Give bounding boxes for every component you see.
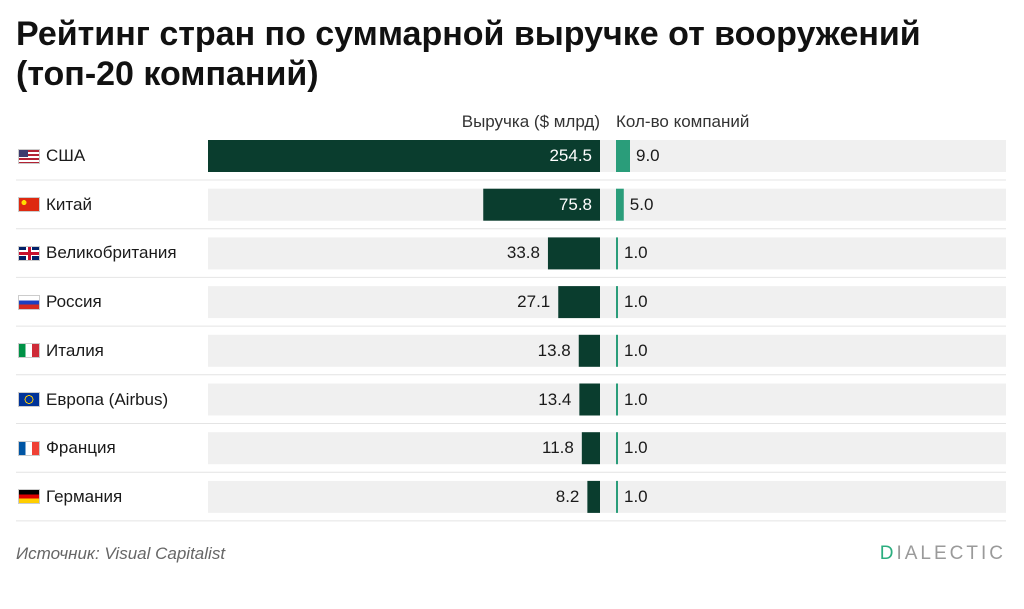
revenue-bar xyxy=(547,237,600,270)
revenue-bar xyxy=(558,286,600,319)
country-name: Италия xyxy=(46,340,104,360)
brand-initial: D xyxy=(879,543,897,564)
revenue-value-label: 13.4 xyxy=(538,389,572,409)
revenue-value-label: 33.8 xyxy=(506,243,540,263)
revenue-bar xyxy=(581,432,600,465)
country-name: Великобритания xyxy=(46,243,177,263)
revenue-value-label: 11.8 xyxy=(542,438,574,458)
source-note: Источник: Visual Capitalist xyxy=(16,544,226,563)
flag-us-icon xyxy=(18,148,40,164)
flag-it-icon xyxy=(18,343,40,359)
flag-eu-icon xyxy=(18,392,40,407)
country-name: Германия xyxy=(46,486,123,506)
revenue-value-label: 75.8 xyxy=(558,194,592,214)
country-label: Великобритания xyxy=(18,237,177,269)
count-bar xyxy=(616,237,618,270)
revenue-bar xyxy=(578,334,600,367)
flag-fr-icon xyxy=(18,440,40,456)
count-bar xyxy=(616,286,618,319)
country-name: Франция xyxy=(46,438,116,458)
brand-logo: DIALECTIC xyxy=(880,543,1006,565)
country-label: Франция xyxy=(18,432,116,464)
count-value-label: 1.0 xyxy=(624,292,648,312)
revenue-bar xyxy=(579,383,600,416)
count-value-label: 1.0 xyxy=(624,438,648,458)
chart-title: Рейтинг стран по суммарной выручке от во… xyxy=(16,15,921,93)
country-name: Россия xyxy=(46,292,102,312)
country-name: США xyxy=(46,146,86,165)
row-background xyxy=(208,480,1006,513)
row-background xyxy=(208,188,1006,221)
revenue-value-label: 8.2 xyxy=(555,486,580,506)
revenue-bar xyxy=(587,480,600,513)
row-background xyxy=(208,432,1006,465)
flag-gb-icon xyxy=(18,245,40,261)
count-value-label: 1.0 xyxy=(624,389,648,409)
count-value-label: 9.0 xyxy=(636,146,660,165)
count-bar xyxy=(616,334,618,367)
flag-ru-icon xyxy=(18,294,40,310)
count-bar xyxy=(616,432,618,465)
country-label: Европа (Airbus) xyxy=(18,384,168,416)
flag-de-icon xyxy=(18,489,40,505)
row-background xyxy=(208,286,1006,319)
count-value-label: 5.0 xyxy=(629,194,654,214)
count-column-header: Кол-во компаний xyxy=(616,112,750,131)
country-name: Китай xyxy=(46,194,92,214)
count-bar xyxy=(616,188,624,221)
count-value-label: 1.0 xyxy=(624,340,648,360)
count-value-label: 1.0 xyxy=(624,243,648,263)
count-bar xyxy=(616,383,618,416)
country-label: Германия xyxy=(18,481,122,513)
row-background xyxy=(208,237,1006,270)
country-label: Россия xyxy=(18,286,102,318)
brand-rest: IALECTIC xyxy=(896,543,1006,564)
revenue-bar xyxy=(208,140,600,172)
revenue-value-label: 13.8 xyxy=(537,340,571,360)
country-label: Китай xyxy=(18,189,92,221)
flag-cn-icon xyxy=(18,197,40,213)
count-bar xyxy=(616,140,630,172)
revenue-value-label: 254.5 xyxy=(549,146,592,165)
count-value-label: 1.0 xyxy=(624,486,648,506)
revenue-column-header: Выручка ($ млрд) xyxy=(461,112,600,131)
count-bar xyxy=(616,480,618,513)
country-label: Италия xyxy=(18,335,104,367)
country-name: Европа (Airbus) xyxy=(46,389,169,409)
revenue-bar xyxy=(483,188,600,221)
revenue-value-label: 27.1 xyxy=(517,292,551,312)
row-background xyxy=(208,334,1006,367)
country-label: США xyxy=(18,140,85,172)
row-background xyxy=(208,383,1006,416)
